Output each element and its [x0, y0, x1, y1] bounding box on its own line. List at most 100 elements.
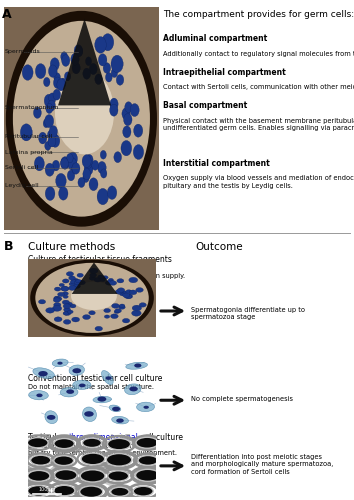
Circle shape — [62, 300, 69, 304]
Text: Spermatogonia differentiate up to
spermatozoa stage: Spermatogonia differentiate up to sperma… — [191, 307, 305, 320]
Circle shape — [21, 124, 32, 141]
Circle shape — [109, 280, 117, 285]
Circle shape — [80, 470, 105, 482]
Circle shape — [63, 295, 68, 298]
Circle shape — [68, 310, 73, 314]
Circle shape — [136, 438, 158, 448]
Circle shape — [84, 162, 93, 175]
Circle shape — [103, 62, 110, 74]
Text: Do not maintain the spatial structure.: Do not maintain the spatial structure. — [28, 384, 154, 390]
Polygon shape — [72, 262, 118, 294]
Ellipse shape — [109, 405, 121, 411]
Circle shape — [28, 486, 50, 496]
Circle shape — [71, 53, 79, 65]
Text: Sertoli cell: Sertoli cell — [5, 165, 38, 170]
Ellipse shape — [93, 396, 112, 403]
Circle shape — [105, 376, 112, 380]
Circle shape — [43, 119, 49, 128]
Circle shape — [44, 78, 50, 86]
Text: Interstitial compartment: Interstitial compartment — [163, 159, 270, 168]
Text: Spermatids: Spermatids — [5, 50, 41, 54]
Circle shape — [53, 89, 61, 100]
Ellipse shape — [82, 407, 97, 422]
Circle shape — [53, 302, 61, 307]
Circle shape — [89, 64, 97, 74]
Circle shape — [63, 312, 69, 315]
Circle shape — [138, 456, 158, 466]
Circle shape — [13, 21, 150, 216]
Circle shape — [104, 315, 110, 318]
Circle shape — [114, 152, 121, 162]
Ellipse shape — [69, 365, 85, 376]
Circle shape — [70, 304, 76, 308]
Circle shape — [89, 311, 95, 315]
Text: Do not maintain the natural structure
but try to resemble the spatial environmen: Do not maintain the natural structure bu… — [28, 443, 177, 456]
Circle shape — [116, 418, 124, 423]
Circle shape — [72, 278, 79, 282]
Circle shape — [6, 11, 157, 226]
Circle shape — [48, 136, 56, 147]
Circle shape — [76, 280, 81, 283]
Text: Physical contact with the basement membrane peritubular, Sertoli cells and other: Physical contact with the basement membr… — [163, 118, 354, 131]
Circle shape — [130, 104, 139, 117]
Circle shape — [90, 273, 97, 278]
Circle shape — [136, 288, 143, 292]
Circle shape — [72, 368, 81, 374]
Circle shape — [52, 306, 62, 312]
Circle shape — [62, 54, 70, 66]
Polygon shape — [4, 8, 159, 230]
Circle shape — [59, 187, 68, 200]
Circle shape — [66, 272, 74, 276]
Circle shape — [72, 62, 80, 74]
Text: Culture methods: Culture methods — [28, 242, 115, 252]
Circle shape — [78, 178, 85, 188]
Circle shape — [59, 284, 64, 286]
Circle shape — [30, 260, 154, 336]
Circle shape — [46, 308, 55, 313]
Circle shape — [115, 290, 123, 294]
Text: Spermatogonium: Spermatogonium — [5, 105, 59, 110]
Circle shape — [61, 156, 69, 169]
Circle shape — [39, 132, 47, 144]
Circle shape — [53, 77, 62, 88]
Polygon shape — [58, 18, 111, 106]
Circle shape — [111, 487, 129, 496]
Circle shape — [69, 276, 75, 280]
Ellipse shape — [112, 416, 129, 424]
Circle shape — [36, 394, 42, 397]
Circle shape — [104, 308, 110, 312]
Circle shape — [73, 284, 80, 288]
Text: Intraepithelial compartment: Intraepithelial compartment — [163, 68, 286, 76]
Ellipse shape — [33, 368, 55, 378]
Circle shape — [139, 302, 146, 307]
Circle shape — [34, 156, 44, 171]
Circle shape — [54, 296, 61, 300]
Circle shape — [56, 174, 66, 188]
Circle shape — [117, 278, 124, 283]
Circle shape — [122, 318, 130, 323]
Circle shape — [74, 44, 83, 57]
Circle shape — [136, 470, 160, 482]
Circle shape — [122, 108, 130, 120]
Circle shape — [100, 278, 105, 281]
Circle shape — [60, 78, 66, 87]
Circle shape — [58, 292, 64, 296]
Text: Testicular: Testicular — [28, 433, 67, 442]
Circle shape — [120, 292, 125, 296]
Ellipse shape — [137, 402, 155, 411]
Circle shape — [49, 126, 57, 138]
Circle shape — [57, 362, 63, 364]
Circle shape — [64, 72, 71, 81]
Circle shape — [89, 268, 98, 274]
Circle shape — [110, 98, 118, 110]
Circle shape — [48, 65, 57, 78]
Ellipse shape — [52, 359, 68, 366]
Circle shape — [80, 486, 103, 498]
Circle shape — [55, 287, 61, 291]
Circle shape — [77, 274, 84, 277]
Circle shape — [82, 438, 102, 448]
Circle shape — [124, 294, 132, 298]
Circle shape — [45, 163, 54, 176]
Circle shape — [51, 131, 57, 140]
Circle shape — [57, 78, 65, 91]
